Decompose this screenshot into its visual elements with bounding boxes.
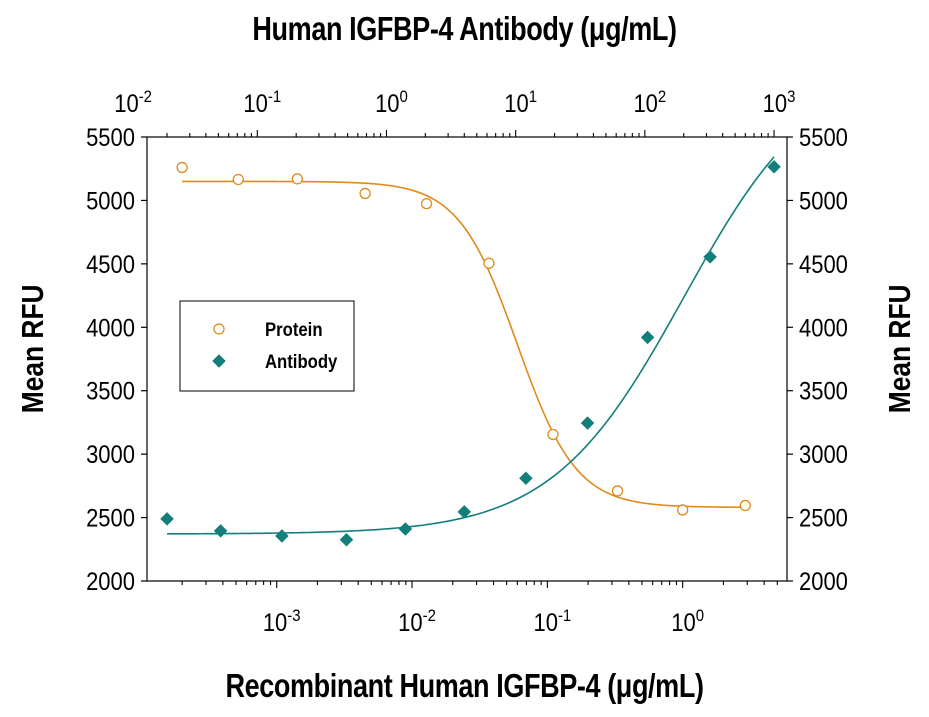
svg-text:100: 100 (375, 88, 408, 117)
antibody-legend-marker (212, 354, 226, 368)
right-y-tick-label: 3000 (799, 441, 848, 469)
svg-text:10-2: 10-2 (398, 607, 436, 636)
top-axis-title: Human IGFBP-4 Antibody (μg/mL) (252, 10, 677, 47)
plot-frame (146, 136, 788, 582)
protein-legend-marker (213, 323, 225, 335)
bottom-axis-title: Recombinant Human IGFBP-4 (μg/mL) (225, 667, 704, 704)
svg-text:103: 103 (763, 88, 796, 117)
right-y-tick-label: 2500 (799, 504, 848, 532)
svg-text:100: 100 (671, 607, 704, 636)
right-y-tick-label: 4000 (799, 314, 848, 342)
left-y-tick-label: 3000 (86, 441, 135, 469)
top-x-tick-label: 100 (375, 88, 408, 117)
svg-text:10-1: 10-1 (243, 88, 281, 117)
left-y-tick-label: 4000 (86, 314, 135, 342)
legend: Protein Antibody (179, 300, 355, 392)
right-y-tick-label: 3500 (799, 377, 848, 405)
antibody-data-point (580, 416, 595, 430)
protein-legend-label: Protein (265, 319, 323, 340)
protein-data-point (232, 173, 244, 186)
bottom-x-tick-label: 10-2 (398, 607, 436, 636)
svg-text:10-2: 10-2 (114, 88, 152, 117)
protein-data-point (420, 197, 433, 210)
protein-data-point (291, 173, 303, 185)
protein-data-point (483, 257, 495, 269)
bottom-x-tick-label: 10-1 (533, 607, 571, 636)
right-y-tick-label: 4500 (799, 251, 848, 279)
legend-box (179, 300, 355, 392)
left-y-tick-label: 5500 (86, 124, 135, 152)
protein-data-point (547, 428, 559, 441)
left-y-tick-label: 4500 (86, 251, 135, 279)
right-y-tick-label: 5500 (799, 124, 848, 152)
protein-fit-curve (182, 180, 746, 509)
svg-text:101: 101 (504, 88, 537, 117)
left-y-tick-label: 2000 (86, 568, 135, 596)
protein-data-point (611, 485, 624, 497)
svg-text:10-1: 10-1 (533, 607, 571, 636)
top-x-tick-label: 10-1 (243, 88, 281, 117)
protein-data-point (677, 504, 689, 516)
antibody-data-point (640, 330, 655, 345)
right-y-tick-label: 5000 (799, 187, 848, 215)
top-x-tick-label: 101 (504, 88, 537, 117)
bottom-x-tick-label: 100 (671, 607, 704, 636)
antibody-data-point (339, 532, 354, 547)
antibody-data-point (457, 505, 472, 519)
antibody-data-point (213, 524, 228, 538)
svg-text:102: 102 (633, 88, 666, 117)
protein-data-point (359, 187, 371, 200)
left-y-tick-label: 5000 (86, 187, 135, 215)
antibody-data-point (275, 529, 289, 543)
left-y-tick-label: 2500 (86, 504, 135, 532)
bottom-x-tick-label: 10-3 (263, 607, 301, 636)
antibody-data-point (703, 250, 717, 264)
antibody-data-point (398, 522, 413, 536)
protein-data-point (176, 161, 188, 174)
right-y-tick-label: 2000 (799, 568, 848, 596)
antibody-data-point (160, 511, 174, 526)
antibody-legend-label: Antibody (265, 351, 337, 372)
top-x-tick-label: 10-2 (114, 88, 152, 117)
protein-data-point (739, 499, 751, 512)
left-y-tick-label: 3500 (86, 377, 135, 405)
top-x-tick-label: 102 (633, 88, 666, 117)
top-x-tick-label: 103 (763, 88, 796, 117)
svg-text:10-3: 10-3 (263, 607, 301, 636)
antibody-data-point (767, 159, 781, 174)
antibody-fit-curve (167, 156, 775, 535)
antibody-data-point (519, 471, 533, 486)
